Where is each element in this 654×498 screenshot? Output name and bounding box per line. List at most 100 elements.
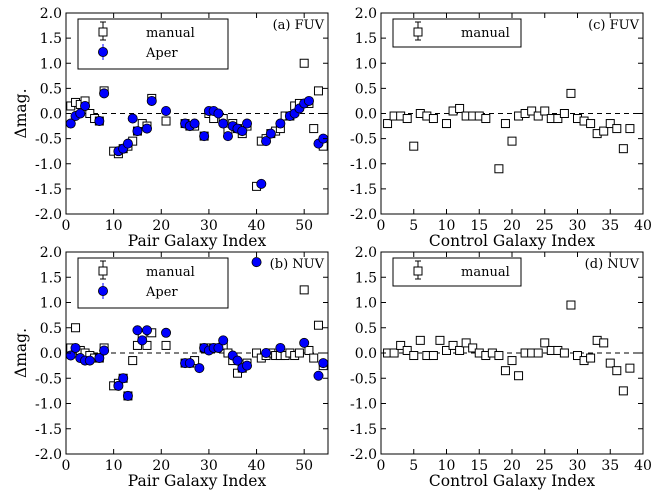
y-tick-label: 1.0 — [355, 296, 377, 312]
legend-label-manual: manual — [461, 265, 510, 280]
y-tick-label: 1.5 — [355, 31, 377, 47]
marker-aper — [122, 138, 133, 149]
marker-manual — [252, 348, 262, 358]
marker-aper — [80, 100, 91, 111]
x-tick-label: 30 — [200, 458, 218, 474]
marker-manual — [625, 124, 635, 134]
marker-manual — [507, 356, 517, 366]
marker-manual — [468, 343, 478, 353]
marker-manual — [618, 386, 628, 396]
marker-aper — [141, 123, 152, 134]
marker-manual — [573, 351, 582, 361]
marker-manual — [161, 116, 171, 126]
legend-label-manual: manual — [461, 26, 510, 41]
marker-aper — [189, 118, 200, 129]
x-tick-label: 0 — [377, 218, 386, 234]
marker-manual — [605, 358, 615, 368]
marker-manual — [415, 335, 425, 345]
y-tick-label: 0.0 — [355, 107, 377, 123]
marker-aper — [275, 118, 286, 129]
y-tick-label: -2.0 — [350, 447, 377, 463]
marker-aper — [194, 363, 205, 374]
y-tick-label: -2.0 — [350, 207, 377, 223]
marker-aper — [113, 380, 124, 391]
marker-manual — [494, 351, 504, 361]
marker-manual — [299, 58, 309, 68]
legend-marker-aper — [98, 285, 109, 296]
marker-manual — [299, 285, 309, 295]
marker-aper — [265, 128, 276, 139]
marker-aper — [232, 355, 243, 366]
panel-d: -2.0 -1.5 -1.0 -0.5 0.0 0.5 1.0 1.5 2.0 0 5 10 15 20 2… — [350, 245, 652, 490]
data-layer — [383, 300, 635, 396]
x-tick-label: 10 — [105, 218, 123, 234]
marker-manual — [455, 103, 465, 113]
x-tick-label: 35 — [601, 458, 619, 474]
marker-manual — [442, 119, 451, 129]
y-axis-label: Δmag. — [12, 89, 30, 139]
marker-aper — [141, 325, 152, 336]
y-tick-label: -0.5 — [35, 371, 62, 387]
y-tick-label: -0.5 — [350, 132, 377, 148]
marker-manual — [442, 345, 451, 355]
marker-manual — [618, 144, 628, 154]
marker-manual — [435, 335, 445, 345]
y-tick-label: 2.0 — [40, 245, 62, 261]
marker-aper — [132, 325, 143, 336]
marker-manual — [128, 356, 138, 366]
marker-aper — [122, 390, 133, 401]
panel-label: (c) FUV — [588, 18, 640, 33]
panel-c: -2.0 -1.5 -1.0 -0.5 0.0 0.5 1.0 1.5 2.0 0 5 10 15 20 2… — [350, 6, 652, 250]
marker-manual — [481, 114, 491, 124]
marker-manual — [161, 340, 171, 350]
y-tick-label: 0.5 — [40, 321, 62, 337]
x-tick-label: 15 — [470, 458, 488, 474]
y-tick-label: 1.0 — [40, 296, 62, 312]
marker-aper — [161, 327, 172, 338]
marker-manual — [309, 124, 319, 134]
marker-manual — [625, 363, 635, 373]
marker-manual — [402, 114, 412, 124]
x-tick-label: 40 — [634, 458, 652, 474]
marker-manual — [409, 351, 419, 361]
marker-aper — [242, 360, 253, 371]
marker-manual — [402, 345, 412, 355]
x-axis-label: Control Galaxy Index — [429, 232, 595, 250]
x-tick-label: 15 — [470, 218, 488, 234]
marker-aper — [275, 342, 286, 353]
x-tick-label: 50 — [295, 458, 313, 474]
y-tick-label: -2.0 — [35, 207, 62, 223]
y-tick-label: 0.5 — [40, 81, 62, 97]
marker-manual — [461, 338, 471, 348]
legend: manual Aper — [77, 257, 229, 309]
marker-manual — [599, 126, 609, 136]
marker-manual — [533, 111, 543, 121]
marker-aper — [137, 335, 148, 346]
x-tick-label: 40 — [248, 458, 266, 474]
marker-aper — [127, 113, 138, 124]
marker-aper — [199, 131, 210, 142]
x-tick-label: 5 — [409, 458, 418, 474]
marker-manual — [612, 366, 622, 376]
marker-manual — [313, 86, 323, 96]
x-tick-label: 5 — [409, 218, 418, 234]
y-tick-label: -1.5 — [35, 182, 62, 198]
marker-manual — [85, 109, 95, 118]
marker-aper — [146, 95, 157, 106]
y-tick-label: -1.5 — [350, 422, 377, 438]
marker-aper — [94, 116, 105, 127]
legend-marker-manual — [413, 266, 423, 276]
x-tick-label: 50 — [295, 218, 313, 234]
x-axis-label: Pair Galaxy Index — [128, 232, 267, 250]
y-tick-label: 0.5 — [355, 81, 377, 97]
x-tick-label: 40 — [634, 218, 652, 234]
marker-aper — [303, 95, 314, 106]
marker-aper — [213, 108, 224, 119]
x-tick-label: 35 — [601, 218, 619, 234]
marker-manual — [586, 119, 596, 129]
y-tick-label: -2.0 — [35, 447, 62, 463]
x-tick-label: 0 — [62, 218, 71, 234]
marker-aper — [161, 105, 172, 116]
legend-marker-aper — [98, 47, 109, 58]
